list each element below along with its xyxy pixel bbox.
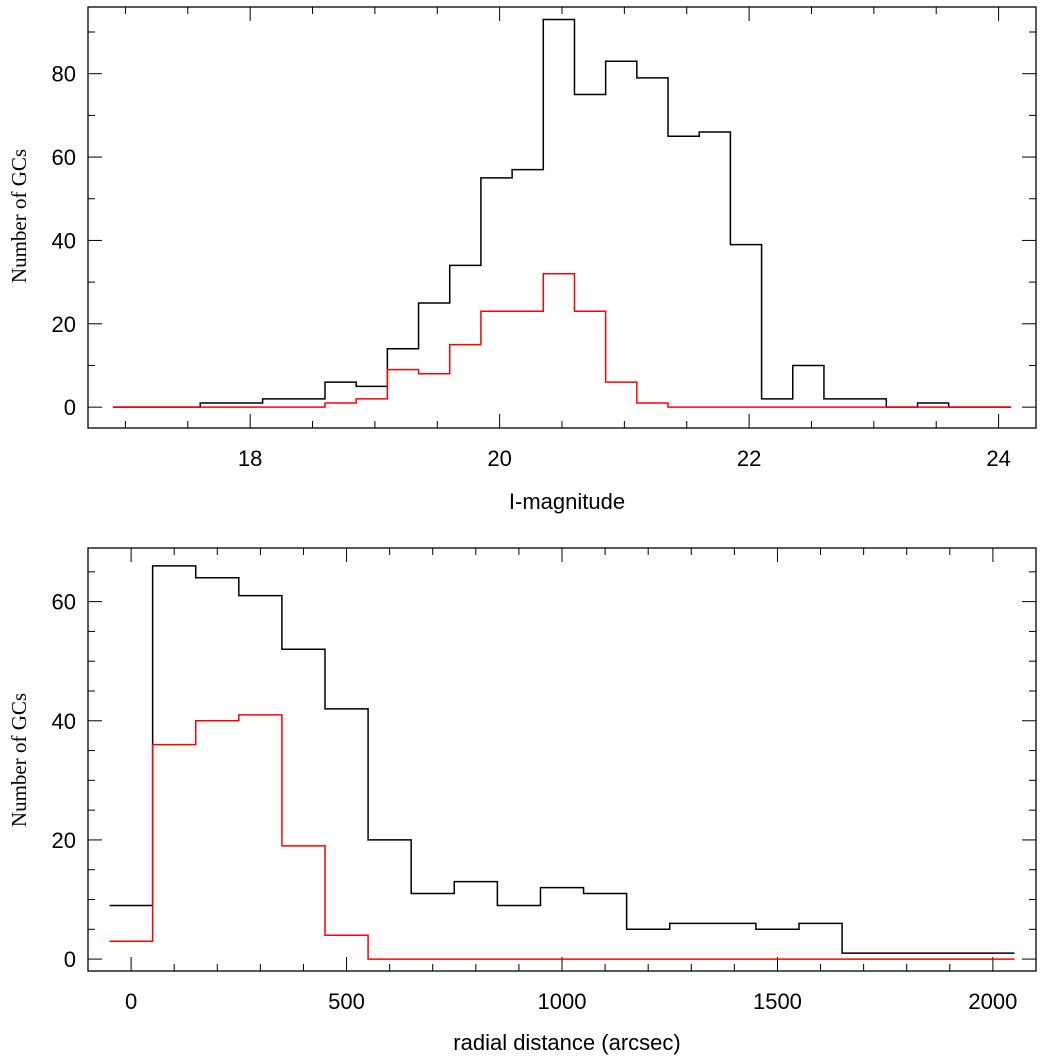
- x-tick-label: 20: [487, 446, 511, 471]
- histogram-series-0: [112, 18, 1012, 408]
- y-tick-label: 60: [52, 590, 76, 615]
- x-axis-label: radial distance (arcsec): [453, 1030, 680, 1055]
- y-tick-label: 40: [52, 709, 76, 734]
- histogram-series-0: [109, 565, 1015, 954]
- y-tick-label: 20: [52, 828, 76, 853]
- y-tick-label: 20: [52, 312, 76, 337]
- x-tick-label: 2000: [968, 989, 1017, 1014]
- x-tick-label: 500: [328, 989, 365, 1014]
- y-axis-label: Number of GCs: [7, 149, 31, 283]
- y-tick-label: 40: [52, 228, 76, 253]
- x-tick-label: 18: [238, 446, 262, 471]
- y-axis-label: Number of GCs: [7, 693, 31, 827]
- x-tick-label: 24: [986, 446, 1010, 471]
- y-tick-label: 60: [52, 145, 76, 170]
- x-axis-label: I-magnitude: [509, 489, 625, 514]
- magnitude-histogram-panel: I-magnitude Number of GCs 18 20 22 24 0 20 40 6…: [7, 6, 1037, 514]
- x-tick-label: 1500: [753, 989, 802, 1014]
- histogram-series-1: [112, 273, 1012, 408]
- x-tick-label: 1000: [538, 989, 587, 1014]
- plot-frame: [87, 547, 1037, 972]
- x-tick-label: 0: [125, 989, 137, 1014]
- plot-frame: [87, 6, 1037, 429]
- y-tick-label: 0: [64, 947, 76, 972]
- radial-distance-histogram-panel: radial distance (arcsec) Number of GCs 0…: [7, 547, 1037, 1055]
- histogram-series-1: [109, 714, 1015, 960]
- y-tick-label: 0: [64, 395, 76, 420]
- y-tick-label: 80: [52, 62, 76, 87]
- x-tick-label: 22: [737, 446, 761, 471]
